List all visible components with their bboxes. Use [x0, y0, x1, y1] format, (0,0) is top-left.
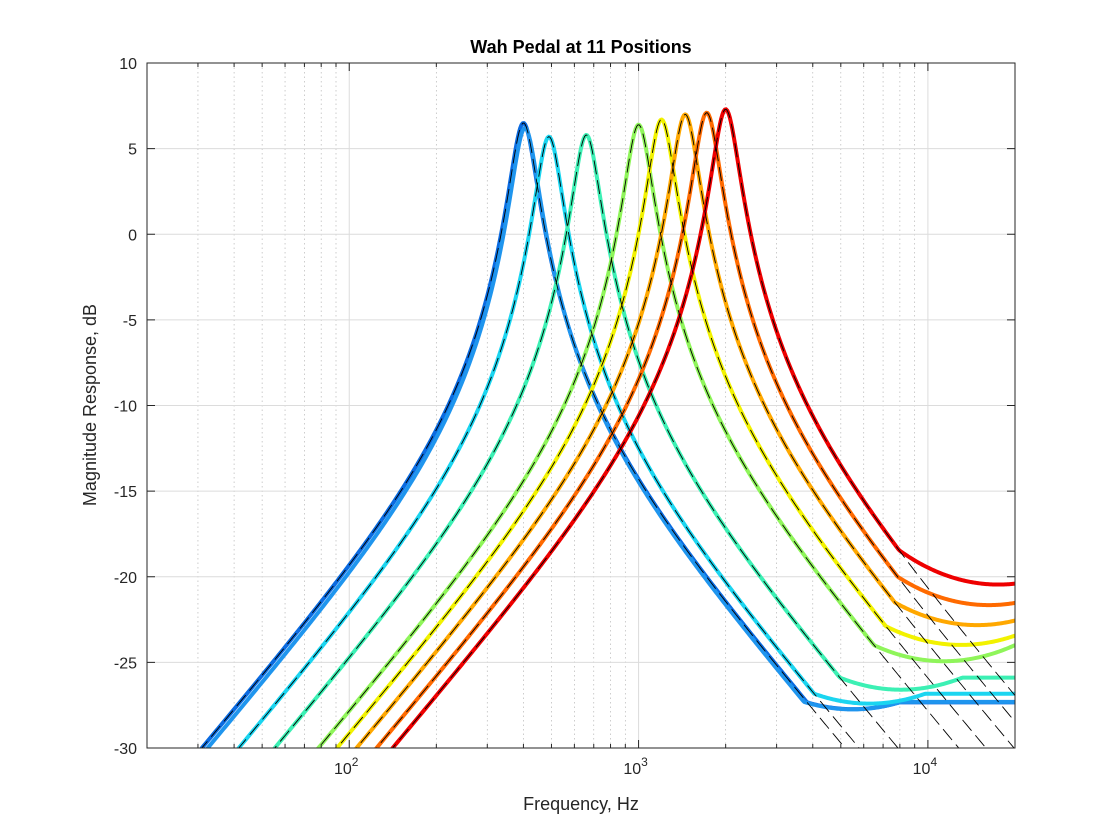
series-line-dashed — [238, 136, 860, 748]
y-tick-label: -20 — [114, 570, 137, 587]
series-layer — [199, 107, 1015, 748]
series-line-dashed — [201, 122, 846, 748]
y-tick-label: -30 — [114, 741, 137, 758]
y-axis-label: Magnitude Response, dB — [80, 304, 100, 506]
x-tick-label: 104 — [913, 755, 938, 778]
ticks: 102 103 104 -30 -25 -20 -15 -10 -5 0 5 10 — [114, 56, 1015, 778]
x-tick-label: 102 — [334, 755, 359, 778]
series-line — [272, 133, 1015, 748]
series-line-dashed — [274, 134, 899, 748]
series-line-dashed — [317, 124, 960, 748]
x-axis-label: Frequency, Hz — [523, 794, 639, 814]
y-tick-label: -15 — [114, 484, 137, 501]
series-line-dashed — [336, 118, 987, 748]
y-tick-label: -5 — [123, 313, 137, 330]
x-tick-label: 103 — [623, 755, 648, 778]
y-tick-label: -25 — [114, 655, 137, 672]
y-tick-label: 5 — [128, 142, 137, 159]
y-tick-label: -10 — [114, 399, 137, 416]
series-line-dashed — [355, 113, 1015, 748]
y-tick-label: 0 — [128, 227, 137, 244]
chart-title: Wah Pedal at 11 Positions — [470, 37, 691, 57]
y-tick-label: 10 — [119, 56, 137, 73]
series-line-dashed — [375, 112, 1015, 748]
series-line-dashed — [392, 108, 1015, 748]
